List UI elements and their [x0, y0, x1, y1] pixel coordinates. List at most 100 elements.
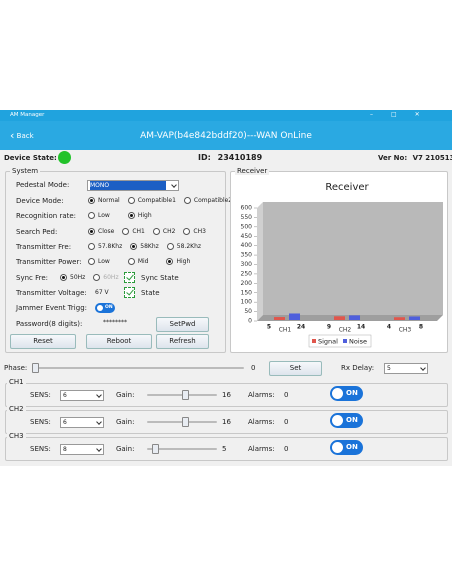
gain-label: Gain:	[116, 418, 135, 426]
y-tick-label: 250	[241, 270, 253, 277]
radio-text: CH1	[132, 228, 145, 235]
radio-option[interactable]: Close	[88, 228, 114, 235]
field-label: Search Ped:	[16, 228, 58, 236]
back-text: Back	[16, 132, 34, 140]
gain-thumb[interactable]	[182, 417, 189, 427]
channel-group: CH1	[5, 378, 448, 407]
side-wall	[257, 202, 263, 321]
header	[0, 121, 452, 150]
alarms-value: 0	[284, 418, 289, 426]
phase-thumb[interactable]	[32, 363, 39, 373]
window-controls[interactable]: –□✕	[370, 111, 438, 118]
set-button[interactable]: Set	[269, 361, 322, 376]
radio-option[interactable]: 58Khz	[130, 243, 159, 250]
setpwd-button[interactable]: SetPwd	[156, 317, 209, 332]
radio-button	[127, 258, 135, 265]
radio-option[interactable]: Low	[88, 258, 110, 265]
radio-option[interactable]: 50Hz	[60, 274, 85, 281]
gain-thumb[interactable]	[182, 390, 189, 400]
sens-combo[interactable]: 6	[60, 390, 104, 401]
value-label: 9	[327, 324, 331, 331]
radio-button	[88, 228, 95, 235]
window-title: AM Manager	[10, 112, 45, 118]
radio-option[interactable]: Compatible2	[183, 197, 233, 204]
radio-button	[166, 258, 174, 265]
radio-option[interactable]: CH2	[152, 228, 175, 235]
radio-option[interactable]: 58.2Khz	[166, 243, 202, 250]
sens-value: 8	[63, 446, 67, 453]
alarms-label: Alarms:	[248, 391, 275, 399]
field-label: Device Mode:	[16, 197, 64, 205]
refresh-button[interactable]: Refresh	[156, 334, 209, 349]
jammer-toggle[interactable]: ON	[95, 303, 115, 313]
y-tick-label: 0	[248, 318, 252, 325]
channel-group: CH2	[5, 405, 448, 434]
radio-option[interactable]: High	[127, 212, 152, 219]
y-tick-label: 50	[244, 308, 252, 315]
bar	[349, 315, 360, 320]
rx-delay-combo[interactable]: 5	[384, 363, 428, 374]
radio-option[interactable]: 57.8Khz	[88, 243, 122, 250]
system-title: System	[10, 167, 41, 175]
radio-text: 58.2Khz	[176, 243, 202, 250]
sens-combo[interactable]: 8	[60, 444, 104, 455]
value-label: 24	[297, 324, 305, 331]
gain-thumb[interactable]	[152, 444, 159, 454]
radio-option[interactable]: Low	[88, 212, 110, 219]
radio-text: Mid	[137, 258, 149, 265]
legend-label: Noise	[349, 338, 367, 346]
reset-button[interactable]: Reset	[10, 334, 76, 349]
x-tick-label: CH2	[339, 327, 352, 334]
field-label: Password(8 digits):	[16, 320, 83, 328]
y-tick-label: 450	[241, 233, 253, 240]
phase-slider[interactable]	[34, 367, 244, 369]
radio-text: Low	[98, 212, 110, 219]
radio-option[interactable]: High	[166, 258, 190, 265]
field-label: Transmitter Voltage:	[16, 289, 87, 297]
sens-value: 6	[63, 392, 67, 399]
radio-option[interactable]: Compatible1	[127, 197, 176, 204]
back-button[interactable]: ‹ Back	[10, 129, 34, 142]
pedestal-combo[interactable]: MONO	[87, 180, 179, 191]
radio-text: 57.8Khz	[98, 243, 123, 250]
reboot-button[interactable]: Reboot	[86, 334, 152, 349]
channel-toggle[interactable]: ON	[330, 413, 363, 428]
radio-option[interactable]: Mid	[127, 258, 149, 265]
bar	[334, 316, 345, 320]
phase-label: Phase:	[4, 364, 28, 372]
ver-caption: Ver No:	[378, 154, 408, 162]
ver-value: V7 210513	[412, 154, 452, 162]
sync-state-label: Sync State	[141, 274, 179, 282]
radio-text: Compatible2	[193, 197, 233, 204]
radio-button	[60, 274, 67, 281]
field-label: Sync Fre:	[16, 274, 49, 282]
sync-state-check[interactable]	[124, 272, 135, 283]
channel-toggle[interactable]: ON	[330, 440, 363, 455]
radio-option[interactable]: CH1	[122, 228, 145, 235]
radio-text: 58Khz	[140, 243, 159, 250]
state-label: State	[141, 289, 160, 297]
gain-value: 16	[222, 418, 231, 426]
gain-slider[interactable]	[147, 448, 217, 450]
value-label: 14	[357, 324, 365, 331]
legend-swatch	[343, 339, 347, 343]
y-tick-label: 100	[241, 299, 253, 306]
x-tick-label: CH3	[399, 327, 412, 334]
state-check[interactable]	[124, 287, 135, 298]
radio-group: Close CH1 CH2 CH3	[88, 228, 206, 235]
radio-button	[130, 243, 138, 250]
channel-title: CH3	[7, 432, 26, 440]
receiver-title: Receiver	[235, 167, 270, 175]
sens-combo[interactable]: 6	[60, 417, 104, 428]
y-tick-label: 350	[241, 252, 253, 259]
pedestal-value: MONO	[90, 181, 166, 190]
legend-box	[308, 334, 372, 348]
bar	[274, 317, 285, 320]
radio-option[interactable]: 60Hz	[93, 274, 119, 281]
radio-option[interactable]: CH3	[183, 228, 206, 235]
chart: Receiver05010015020025030035040045050055…	[241, 182, 443, 348]
channel-toggle[interactable]: ON	[330, 386, 363, 401]
y-tick-label: 150	[241, 289, 253, 296]
alarms-label: Alarms:	[248, 418, 275, 426]
radio-option[interactable]: Normal	[88, 197, 120, 204]
